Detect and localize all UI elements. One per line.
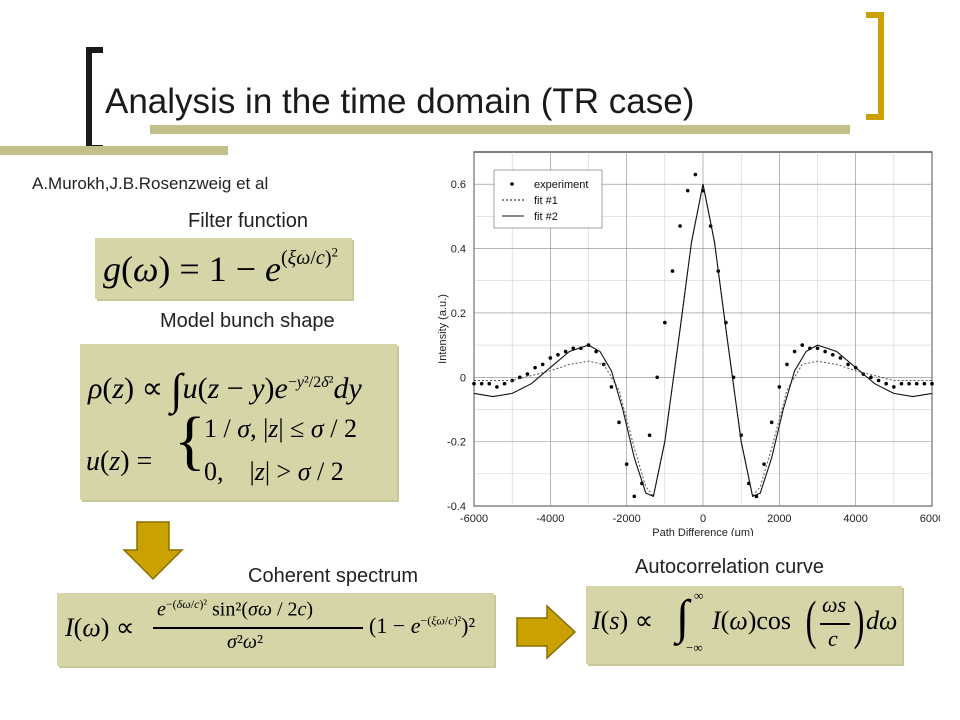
experiment-point (899, 381, 904, 386)
x-tick-label: 4000 (843, 513, 867, 525)
title-accent-bracket-left (86, 47, 103, 151)
experiment-point (518, 375, 522, 380)
experiment-point (548, 356, 553, 360)
x-tick-label: 2000 (767, 513, 791, 525)
coherent-spectrum-label: Coherent spectrum (248, 565, 419, 587)
experiment-point (914, 381, 919, 386)
experiment-point (685, 188, 690, 193)
left-accent-bar (0, 146, 228, 155)
chart-svg: -6000 -4000 -2000 0 2000 4000 6000 -0.4 -0.2 0 0.2… (437, 151, 944, 539)
y-tick-label: 0.4 (451, 244, 466, 256)
experiment-point (693, 172, 698, 177)
experiment-point (869, 375, 873, 380)
experiment-point (571, 346, 576, 351)
experiment-point (922, 381, 927, 386)
legend-label: fit #2 (534, 211, 558, 223)
y-axis-label: Intensity (a.u.) (437, 294, 449, 364)
experiment-point (472, 381, 476, 386)
y-tick-label: -0.2 (447, 437, 466, 449)
experiment-point (609, 385, 614, 389)
experiment-point (792, 349, 797, 354)
down-arrow-icon (122, 521, 184, 581)
x-tick-label: -4000 (536, 513, 564, 525)
experiment-point (533, 365, 537, 370)
experiment-point (762, 462, 766, 466)
experiment-point (502, 381, 507, 386)
model-bunch-shape-label: Model bunch shape (160, 310, 335, 332)
x-tick-label: -6000 (460, 513, 488, 525)
experiment-point (823, 349, 827, 354)
experiment-point (479, 381, 484, 386)
legend-label: fit #1 (534, 195, 558, 207)
experiment-point (785, 362, 789, 367)
experiment-point (907, 381, 911, 386)
experiment-point (815, 346, 820, 351)
x-tick-label: 6000 (920, 513, 940, 525)
experiment-point (769, 420, 774, 425)
experiment-point (830, 352, 835, 357)
title-underline-bar (150, 125, 850, 134)
experiment-point (647, 433, 652, 438)
right-arrow-icon (516, 604, 577, 660)
fit-2-line (473, 184, 933, 498)
experiment-point (892, 385, 896, 389)
filter-function-label: Filter function (188, 210, 309, 232)
legend-box (493, 169, 603, 229)
legend-marker-experiment (510, 182, 514, 186)
experiment-point (617, 420, 621, 425)
slide-title: Analysis in the time domain (TR case) (105, 82, 695, 121)
experiment-point (655, 375, 659, 380)
fit-1-line (474, 184, 932, 498)
coherent-spectrum-formula: I(ω) ∝ e−(δω/c)² sin²(σω / 2c) σ²ω² (1 −… (57, 593, 494, 666)
experiment-point (777, 385, 782, 389)
model-bunch-shape-formula: ρ(z) ∝ ∫u(z − y)e−y²/2δ²dy u(z) = { 1 / … (80, 344, 397, 500)
y-tick-label: 0.2 (451, 308, 466, 320)
experiment-point (678, 224, 682, 228)
experiment-point (876, 378, 881, 383)
experiment-point (495, 385, 499, 389)
experiment-point (540, 362, 545, 367)
y-tick-label: -0.4 (447, 501, 466, 513)
experiment-point (632, 494, 637, 499)
autocorrelation-chart: -6000 -4000 -2000 0 2000 4000 6000 -0.4 -0.2 0 0.2… (436, 144, 944, 539)
x-tick-label: 0 (700, 513, 706, 525)
experiment-point (510, 378, 514, 383)
legend-label: experiment (534, 179, 588, 191)
autocorrelation-curve-label: Autocorrelation curve (635, 556, 824, 578)
filter-function-formula: g(ω) = 1 − e(ξω/c)2 (95, 238, 352, 299)
experiment-point (556, 352, 560, 357)
experiment-point (800, 343, 805, 347)
x-tick-label: -2000 (613, 513, 641, 525)
title-accent-bracket-right (866, 12, 884, 120)
experiment-point (838, 356, 843, 360)
experiment-point (563, 349, 568, 354)
experiment-point (846, 362, 850, 367)
experiment-point (670, 269, 675, 273)
experiment-point (624, 462, 629, 466)
x-axis-label: Path Difference (μm) (652, 527, 754, 536)
author-credit: A.Murokh,J.B.Rosenzweig et al (32, 174, 269, 193)
experiment-point (525, 372, 530, 376)
y-tick-label: 0.6 (451, 179, 466, 191)
autocorrelation-formula: I(s) ∝ ∫ ∞ −∞ I(ω)cos ( ωs c ) dω (586, 586, 902, 664)
experiment-point (487, 381, 492, 386)
experiment-point (884, 381, 888, 386)
experiment-point (594, 349, 598, 354)
y-tick-label: 0 (460, 372, 466, 384)
experiment-point (930, 381, 934, 386)
experiment-point (663, 320, 667, 325)
